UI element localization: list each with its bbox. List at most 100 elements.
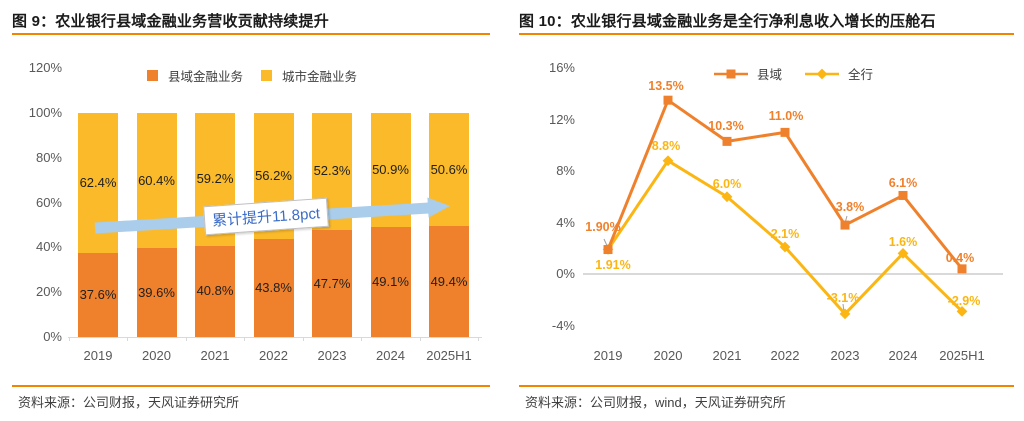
bar-label-city: 59.2% (196, 171, 234, 187)
figure-10-title: 图 10：农业银行县域金融业务是全行净利息收入增长的压舱石 (519, 13, 936, 30)
x-axis-tick (419, 337, 421, 341)
square-marker-icon (722, 136, 732, 146)
data-label-全行: 2.1% (770, 226, 800, 241)
legend-line-diamond-icon (805, 68, 839, 79)
x-axis-tick (478, 337, 480, 341)
legend: 县域 全行 (583, 64, 1003, 83)
square-marker-icon (603, 245, 613, 255)
figure-10-title-rule (519, 33, 1014, 35)
x-axis-label: 2019 (593, 348, 623, 363)
x-axis-tick (68, 337, 70, 341)
x-axis-label: 2019 (83, 348, 113, 363)
y-axis-tick-label: 0% (556, 266, 575, 281)
y-axis-tick-label: 20% (35, 284, 62, 300)
data-label-县域: 6.1% (888, 176, 918, 191)
square-marker-icon (663, 95, 673, 105)
legend-swatch-icon (146, 70, 158, 81)
x-axis-label: 2020 (142, 348, 171, 363)
figure-9-title-rule (12, 33, 490, 35)
bar-label-county: 39.6% (138, 284, 175, 300)
data-label-县域: 0.4% (945, 250, 975, 265)
legend-swatch-icon (261, 70, 272, 81)
bar-label-city: 50.9% (372, 161, 409, 177)
bar-segment-county (370, 226, 411, 337)
bar-label-city: 56.2% (255, 167, 292, 183)
bar-label-city: 60.4% (138, 172, 175, 188)
x-axis-label: 2022 (770, 348, 800, 363)
bar-label-county: 49.4% (430, 273, 468, 289)
legend-line-square-icon (713, 69, 748, 78)
y-axis-tick-label: 120% (28, 60, 62, 75)
y-axis-tick-label: 40% (35, 239, 62, 255)
label-leader-line (603, 238, 609, 249)
bar-label-city: 52.3% (313, 163, 351, 179)
label-leader-line (844, 215, 848, 224)
figure-9-panel: 图 9：农业银行县域金融业务营收贡献持续提升 0% 20% 40% 60% 80% 100… (12, 8, 490, 413)
zero-gridline (583, 273, 1003, 275)
data-label-县域: 3.8% (835, 200, 865, 215)
data-label-全行: -2.9% (947, 294, 981, 309)
y-axis-tick-label: 8% (556, 163, 575, 178)
bar-label-county: 49.1% (372, 273, 409, 289)
bar-label-city: 62.4% (79, 174, 117, 190)
y-axis-tick-label: 4% (556, 214, 575, 230)
legend-item-县域: 县域 (713, 64, 782, 83)
diamond-marker-icon (721, 191, 733, 203)
y-axis-tick-label: 0% (43, 329, 62, 344)
x-axis-label: 2023 (317, 348, 347, 363)
x-axis-tick (361, 337, 363, 341)
data-label-全行: 8.8% (651, 138, 681, 153)
x-axis-label: 2023 (830, 348, 860, 363)
figure-10-line-chart: -4% 0% 4% 8% 12% 16% 2019 2020 2021 2022 2023 2024 2… (519, 8, 1014, 384)
x-axis-label: 2024 (376, 348, 405, 363)
figure-10-panel: 图 10：农业银行县域金融业务是全行净利息收入增长的压舱石 -4% 0% 4% 8% 1… (519, 8, 1014, 413)
x-axis-label: 2025H1 (939, 348, 985, 363)
data-label-全行: 1.6% (888, 235, 918, 250)
x-axis-label: 2021 (200, 348, 230, 363)
diamond-marker-icon (779, 241, 791, 253)
x-axis-label: 2025H1 (426, 348, 472, 363)
diamond-marker-icon (839, 308, 851, 320)
data-label-全行: 6.0% (712, 176, 742, 191)
x-axis-tick (302, 337, 304, 341)
y-axis-tick-label: 16% (548, 60, 575, 75)
legend-label: 县域金融业务 (167, 70, 243, 84)
y-axis-tick-label: 100% (28, 104, 62, 120)
bar-segment-county (429, 226, 469, 337)
y-axis-tick-label: 60% (35, 194, 62, 210)
figure-9-stacked-bar-chart: 0% 20% 40% 60% 80% 100% 120% 县域金融业务 城市金融业务 37.6% 6… (12, 8, 490, 384)
figure-9-source-rule (12, 385, 490, 387)
bar-label-county: 37.6% (79, 286, 117, 302)
data-label-县域: 11.0% (768, 109, 804, 124)
x-axis-tick (185, 337, 187, 341)
legend-item-全行: 全行 (804, 64, 873, 83)
legend: 县域金融业务 城市金融业务 (32, 66, 472, 85)
x-axis-label: 2022 (259, 348, 288, 363)
legend-item-城市金融业务: 城市金融业务 (261, 66, 357, 85)
legend-label: 县域 (756, 68, 782, 82)
bar-label-county: 43.8% (255, 279, 292, 295)
bar-segment-county (195, 245, 235, 337)
figure-9-title: 图 9：农业银行县域金融业务营收贡献持续提升 (12, 13, 329, 30)
legend-item-县域金融业务: 县域金融业务 (146, 66, 243, 85)
square-marker-icon (780, 127, 790, 137)
bar-segment-county (78, 252, 118, 337)
y-axis-tick-label: 12% (548, 111, 575, 127)
figure-9-source: 资料来源：公司财报，天风证券研究所 (18, 395, 240, 410)
figure-10-source-rule (519, 385, 1014, 387)
legend-label: 城市金融业务 (282, 70, 358, 84)
data-label-全行: -3.1% (826, 290, 860, 305)
square-marker-icon (840, 220, 850, 230)
data-label-全行: 1.91% (595, 258, 631, 273)
bar-segment-county (312, 230, 352, 337)
y-axis-tick-label: -4% (551, 317, 575, 333)
data-label-县域: 1.90% (585, 219, 621, 234)
x-axis-line (68, 337, 482, 338)
bar-label-county: 40.8% (196, 283, 234, 299)
x-axis-label: 2020 (653, 348, 683, 363)
x-axis-label: 2024 (888, 348, 918, 363)
bar-segment-county (253, 238, 294, 337)
diamond-marker-icon (602, 244, 614, 255)
legend-label: 全行 (848, 68, 874, 82)
